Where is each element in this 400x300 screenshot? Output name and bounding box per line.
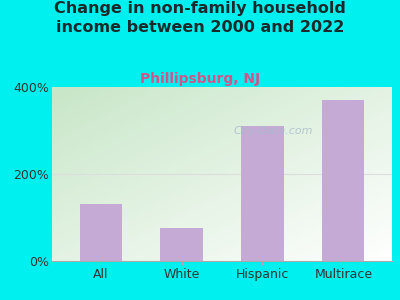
Bar <box>322 100 364 261</box>
Text: Change in non-family household
income between 2000 and 2022: Change in non-family household income be… <box>54 2 346 35</box>
Bar <box>80 205 122 261</box>
Bar <box>242 126 284 261</box>
Text: City-Data.com: City-Data.com <box>233 125 313 136</box>
Text: Phillipsburg, NJ: Phillipsburg, NJ <box>140 72 260 86</box>
Bar <box>160 228 202 261</box>
